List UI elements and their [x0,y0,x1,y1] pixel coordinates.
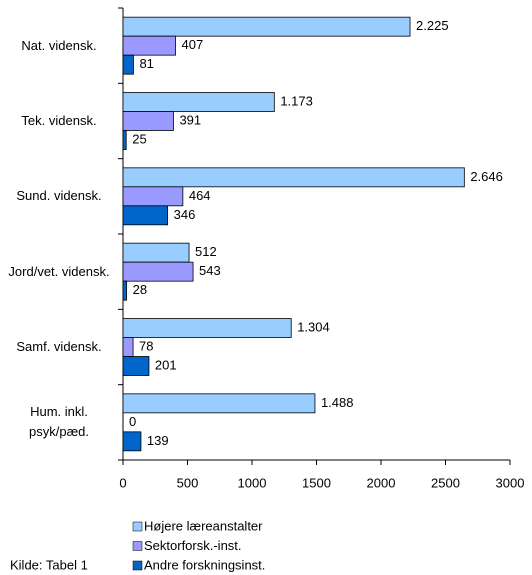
bar [122,280,128,301]
value-label: 407 [182,37,204,52]
bar [122,167,465,188]
value-label: 78 [139,338,153,353]
bar [122,242,190,263]
value-label: 201 [155,357,177,372]
bar [122,261,194,282]
bar [122,393,316,414]
value-label: 543 [199,263,221,278]
legend-swatch [132,541,143,551]
x-tick-label: 1500 [302,475,331,490]
value-label: 346 [174,207,196,222]
bar [122,205,169,226]
bar [122,92,275,112]
value-label: 139 [147,433,169,448]
bar [122,356,150,376]
value-label: 0 [129,414,136,429]
legend-swatch [132,521,143,532]
bar [122,318,292,338]
x-tick-label: 0 [119,475,126,490]
legend-label: Sektorforsk.-inst. [144,538,242,553]
source-note: Kilde: Tabel 1 [10,557,88,572]
bar [122,16,411,37]
value-label: 2.646 [470,169,503,184]
value-label: 25 [132,131,146,146]
category-label: Nat. vidensk. [21,37,97,53]
bar [122,130,127,150]
x-tick-label: 500 [177,475,199,490]
bar [122,431,142,452]
category-label: Jord/vet. vidensk. [8,263,110,279]
value-label: 2.225 [416,18,449,33]
value-label: 81 [139,56,153,71]
bar [122,111,174,131]
value-label: 512 [195,244,217,259]
category-label: Sund. vidensk. [16,188,102,204]
legend-label: Højere læreanstalter [144,518,263,533]
category-label: Tek. vidensk. [21,113,97,128]
bar [122,54,134,75]
category-label: Samf. vidensk. [16,339,102,354]
x-tick-label: 1000 [238,475,267,490]
x-tick-label: 3000 [496,475,525,490]
legend-swatch [132,560,143,571]
bar [122,186,184,207]
legend-label: Andre forskningsinst. [144,557,265,572]
x-tick-label: 2500 [431,475,460,490]
category-label: Hum. inkl. psyk/pæd. [29,404,89,440]
value-label: 1.304 [297,319,330,334]
x-tick-label: 2000 [367,475,396,490]
bar [122,337,134,357]
value-label: 1.173 [280,93,313,108]
value-label: 391 [179,112,201,127]
value-label: 28 [133,282,147,297]
value-label: 464 [189,188,211,203]
bar [122,35,176,56]
value-label: 1.488 [321,395,354,410]
